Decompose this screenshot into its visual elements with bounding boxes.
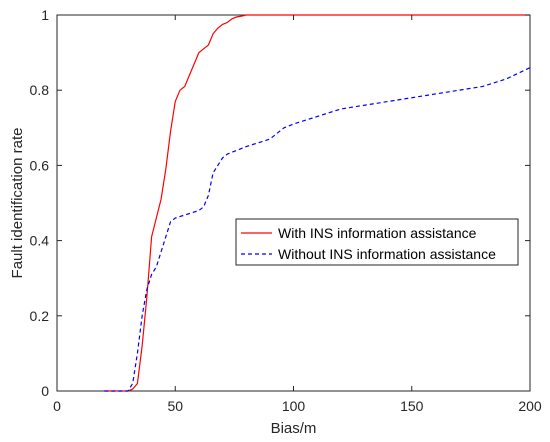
x-axis-title: Bias/m xyxy=(271,420,317,437)
plot-area: 0 50 100 150 200 0 0.2 0.4 0.6 0.8 1 xyxy=(30,7,542,414)
y-tick-label-0: 0 xyxy=(41,383,49,399)
legend-box xyxy=(235,218,519,266)
series-layer xyxy=(104,14,531,392)
y-tick-label-1: 0.2 xyxy=(30,308,50,324)
ticks-layer: 0 50 100 150 200 0 0.2 0.4 0.6 0.8 1 xyxy=(30,7,542,414)
legend-label-without-ins: Without INS information assistance xyxy=(278,246,496,262)
x-tick-label-0: 0 xyxy=(53,398,61,414)
series-line-0 xyxy=(104,14,530,392)
y-tick-label-5: 1 xyxy=(41,7,49,23)
legend-label-with-ins: With INS information assistance xyxy=(278,225,477,241)
plot-frame xyxy=(56,14,531,392)
legend: With INS information assistance Without … xyxy=(235,218,519,266)
x-tick-label-2: 100 xyxy=(282,398,306,414)
x-tick-label-4: 200 xyxy=(518,398,542,414)
x-tick-label-3: 150 xyxy=(400,398,424,414)
series-line-1 xyxy=(104,67,531,392)
y-tick-label-4: 0.8 xyxy=(30,82,50,98)
y-tick-label-3: 0.6 xyxy=(30,157,50,173)
y-axis-title: Fault identification rate xyxy=(9,128,26,279)
y-tick-label-2: 0.4 xyxy=(30,233,50,249)
x-tick-label-1: 50 xyxy=(167,398,183,414)
